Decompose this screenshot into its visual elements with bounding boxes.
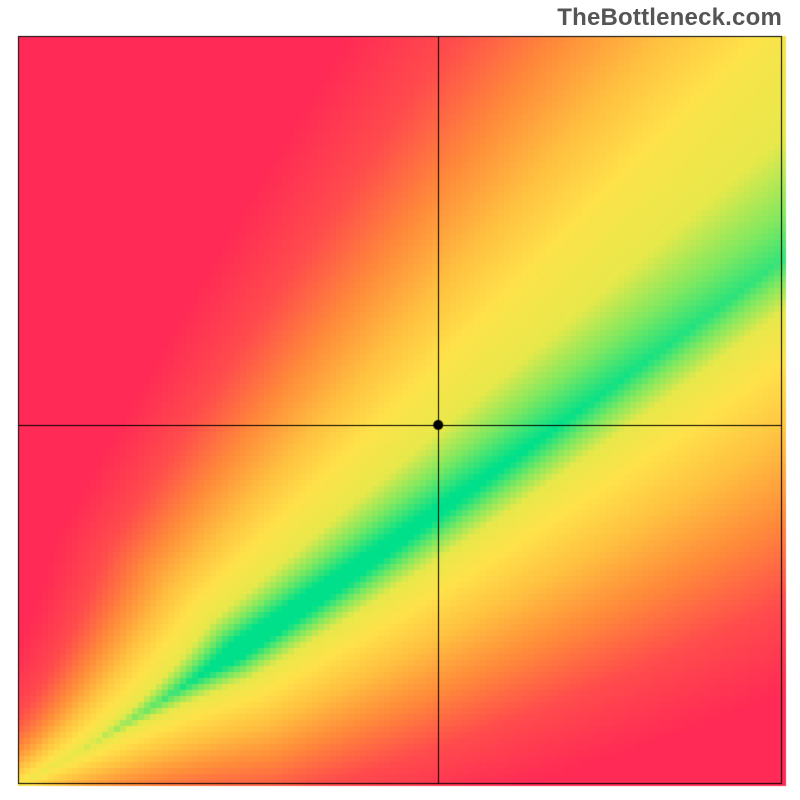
watermark-text: TheBottleneck.com — [557, 4, 782, 32]
bottleneck-heatmap — [0, 0, 800, 800]
chart-container: TheBottleneck.com — [0, 0, 800, 800]
